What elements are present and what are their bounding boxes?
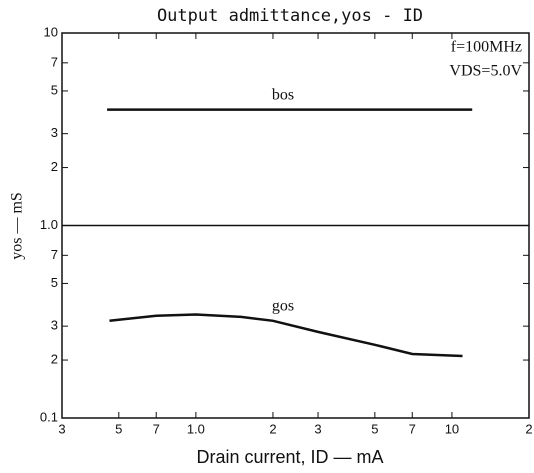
x-tick-label: 3 bbox=[314, 421, 321, 436]
y-tick-label: 0.1 bbox=[40, 409, 58, 424]
series-line bbox=[109, 313, 463, 358]
y-tick-label: 7 bbox=[51, 54, 58, 69]
y-tick-label: 5 bbox=[51, 82, 58, 97]
y-tick-label: 3 bbox=[51, 125, 58, 140]
y-tick-label: 1.0 bbox=[40, 217, 58, 232]
x-tick-label: 2 bbox=[525, 421, 532, 436]
y-tick-label: 2 bbox=[51, 351, 58, 366]
series-label: gos bbox=[272, 297, 294, 314]
x-axis-label: Drain current, ID — mA bbox=[196, 447, 383, 467]
x-tick-label: 7 bbox=[409, 421, 416, 436]
x-tick-label: 1.0 bbox=[187, 421, 205, 436]
x-tick-label: 5 bbox=[115, 421, 122, 436]
y-tick-label: 7 bbox=[51, 247, 58, 262]
x-tick-label: 5 bbox=[371, 421, 378, 436]
x-tick-label: 7 bbox=[153, 421, 160, 436]
x-tick-label: 2 bbox=[269, 421, 276, 436]
chart-title: Output admittance,yos - ID bbox=[157, 6, 423, 26]
y-tick-label: 5 bbox=[51, 275, 58, 290]
y-tick-label: 2 bbox=[51, 159, 58, 174]
x-tick-label: 10 bbox=[445, 421, 459, 436]
y-tick-label: 10 bbox=[44, 24, 58, 39]
series-label: bos bbox=[272, 86, 294, 103]
annotation: f=100MHz bbox=[451, 39, 522, 56]
y-axis-label: yos — mS bbox=[9, 192, 26, 260]
y-tick-label: 3 bbox=[51, 318, 58, 333]
annotation: VDS=5.0V bbox=[449, 63, 522, 80]
x-tick-label: 3 bbox=[58, 421, 65, 436]
